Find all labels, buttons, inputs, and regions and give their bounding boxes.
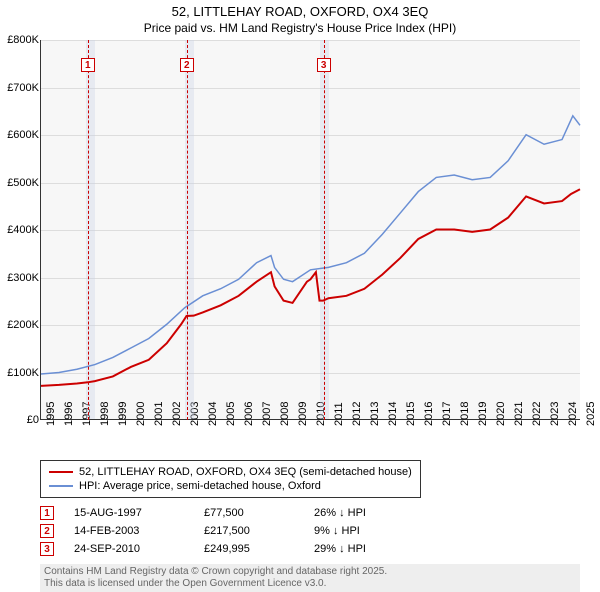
event-date: 14-FEB-2003 [74, 525, 184, 537]
event-marker-2: 2 [180, 58, 194, 72]
event-row: 3 24-SEP-2010 £249,995 29% ↓ HPI [40, 540, 366, 558]
x-axis-tick: 2025 [585, 402, 597, 426]
y-axis-tick: £100K [1, 367, 39, 379]
series-line [41, 189, 580, 386]
legend-swatch [49, 471, 73, 473]
event-price: £217,500 [204, 525, 294, 537]
chart-plot-area: £0£100K£200K£300K£400K£500K£600K£700K£80… [40, 40, 580, 420]
y-axis-tick: £200K [1, 319, 39, 331]
event-row-marker: 1 [40, 506, 54, 520]
chart-title: 52, LITTLEHAY ROAD, OXFORD, OX4 3EQ [0, 0, 600, 21]
event-change: 29% ↓ HPI [314, 543, 366, 555]
event-change: 9% ↓ HPI [314, 525, 360, 537]
event-price: £249,995 [204, 543, 294, 555]
event-marker-3: 3 [317, 58, 331, 72]
legend-item: 52, LITTLEHAY ROAD, OXFORD, OX4 3EQ (sem… [49, 465, 412, 479]
event-row: 2 14-FEB-2003 £217,500 9% ↓ HPI [40, 522, 366, 540]
footer-line-2: This data is licensed under the Open Gov… [44, 578, 576, 590]
y-axis-tick: £500K [1, 177, 39, 189]
event-row: 1 15-AUG-1997 £77,500 26% ↓ HPI [40, 504, 366, 522]
y-axis-tick: £300K [1, 272, 39, 284]
footer-line-1: Contains HM Land Registry data © Crown c… [44, 566, 576, 578]
chart-subtitle: Price paid vs. HM Land Registry's House … [0, 21, 600, 35]
event-marker-1: 1 [81, 58, 95, 72]
footer-attribution: Contains HM Land Registry data © Crown c… [40, 564, 580, 592]
events-table: 1 15-AUG-1997 £77,500 26% ↓ HPI 2 14-FEB-2003… [40, 504, 366, 558]
legend-label: HPI: Average price, semi-detached house,… [79, 480, 321, 492]
event-row-marker: 3 [40, 542, 54, 556]
event-price: £77,500 [204, 507, 294, 519]
event-row-marker: 2 [40, 524, 54, 538]
event-date: 15-AUG-1997 [74, 507, 184, 519]
y-axis-tick: £400K [1, 224, 39, 236]
chart-legend: 52, LITTLEHAY ROAD, OXFORD, OX4 3EQ (sem… [40, 460, 421, 498]
event-date: 24-SEP-2010 [74, 543, 184, 555]
legend-item: HPI: Average price, semi-detached house,… [49, 479, 412, 493]
chart-lines-svg [41, 40, 580, 419]
series-line [41, 116, 580, 374]
y-axis-tick: £600K [1, 129, 39, 141]
y-axis-tick: £0 [1, 414, 39, 426]
y-axis-tick: £700K [1, 82, 39, 94]
y-axis-tick: £800K [1, 34, 39, 46]
event-change: 26% ↓ HPI [314, 507, 366, 519]
legend-swatch [49, 485, 73, 487]
legend-label: 52, LITTLEHAY ROAD, OXFORD, OX4 3EQ (sem… [79, 466, 412, 478]
